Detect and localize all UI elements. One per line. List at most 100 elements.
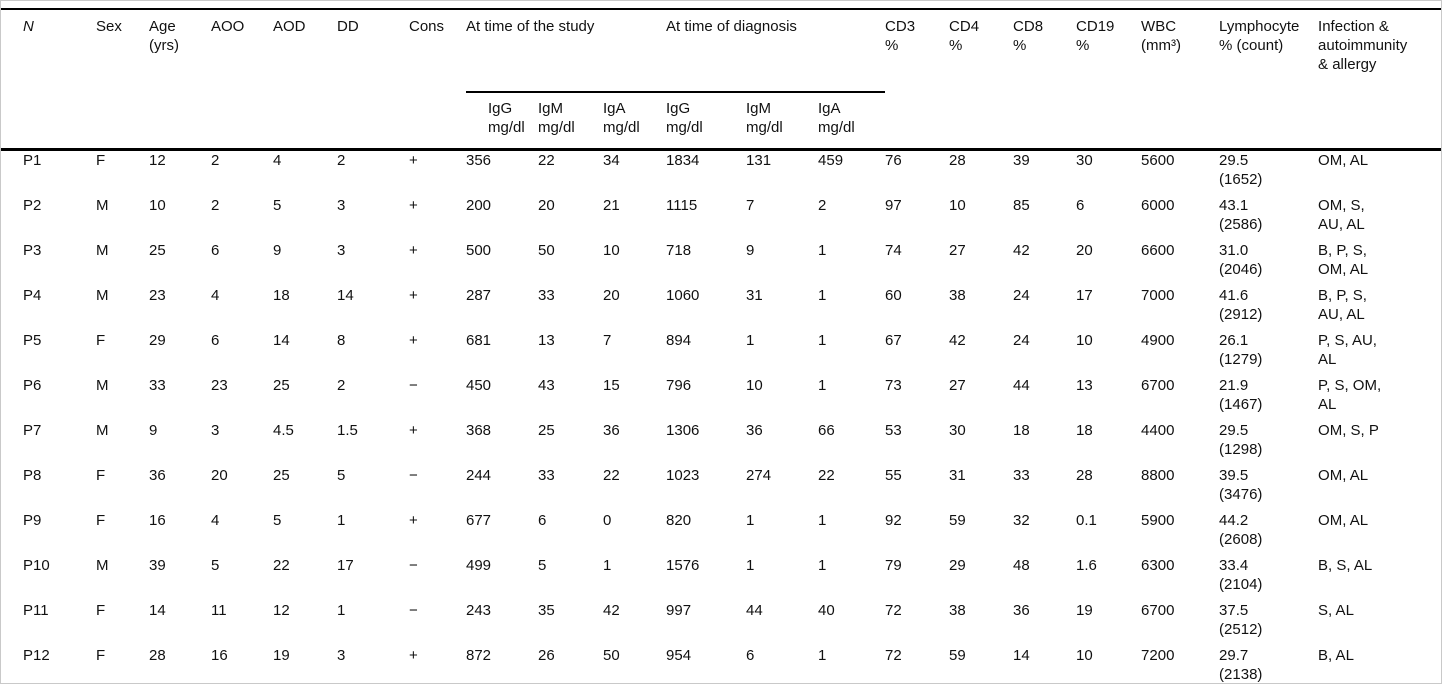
cell-cd3: 72: [885, 602, 902, 619]
cell-dd: 1.5: [337, 422, 358, 439]
cell-lymphocyte: 29.7 (2138): [1219, 647, 1263, 683]
cell-iga_diag: 2: [818, 197, 827, 214]
cell-cons: +: [409, 242, 418, 259]
cell-iga_study: 22: [603, 467, 620, 484]
cell-lymphocyte: 29.5 (1298): [1219, 422, 1263, 458]
cell-cons: +: [409, 197, 418, 214]
cell-igm_study: 33: [538, 467, 555, 484]
cell-lymphocyte: 39.5 (3476): [1219, 467, 1263, 503]
cell-sex: F: [96, 602, 106, 619]
cell-igm_study: 22: [538, 152, 555, 169]
cell-age: 39: [149, 557, 166, 574]
cell-lymphocyte: 29.5 (1652): [1219, 152, 1263, 188]
cell-wbc: 4400: [1141, 422, 1175, 439]
cell-igm_diag: 1: [746, 332, 755, 349]
header-wbc: WBC (mm³): [1141, 18, 1182, 54]
header-n: N: [23, 18, 34, 35]
cell-lymphocyte: 44.2 (2608): [1219, 512, 1263, 548]
cell-cd8: 42: [1013, 242, 1030, 259]
cell-cd4: 27: [949, 377, 966, 394]
cell-cd3: 92: [885, 512, 902, 529]
cell-lymphocyte: 31.0 (2046): [1219, 242, 1263, 278]
cell-cd19: 10: [1076, 332, 1093, 349]
cell-igg_diag: 718: [666, 242, 692, 259]
cell-cd19: 28: [1076, 467, 1093, 484]
cell-igg_diag: 1115: [666, 197, 698, 214]
cell-iga_diag: 459: [818, 152, 844, 169]
cell-igm_diag: 1: [746, 512, 755, 529]
patients-table: N Sex Age (yrs) AOO AOD DD Cons At time …: [1, 8, 1441, 683]
header-row-sub: IgG mg/dl IgM mg/dl IgA mg/dl IgG mg/dl …: [1, 92, 1441, 150]
cell-igg_study: 356: [466, 152, 492, 169]
cell-cons: +: [409, 422, 418, 439]
cell-igm_diag: 1: [746, 557, 755, 574]
table-row: P2 M 10 2 5 3 +200 20 21 1115 7 2 97 10 85 6 6000 43.1 (2…: [1, 196, 1441, 241]
cell-infection: OM, AL: [1318, 152, 1369, 169]
cell-n: P6: [23, 377, 42, 394]
cell-n: P7: [23, 422, 42, 439]
cell-igg_study: 872: [466, 647, 492, 664]
cell-aoo: 4: [211, 512, 220, 529]
cell-cd4: 59: [949, 647, 966, 664]
cell-cd19: 1.6: [1076, 557, 1097, 574]
cell-dd: 1: [337, 602, 346, 619]
cell-cons: +: [409, 152, 418, 169]
cell-n: P2: [23, 197, 42, 214]
cell-age: 36: [149, 467, 166, 484]
cell-iga_study: 1: [603, 557, 612, 574]
header-aod: AOD: [273, 18, 306, 35]
cell-infection: B, S, AL: [1318, 557, 1373, 574]
cell-aod: 4.5: [273, 422, 294, 439]
table-row: P7 M 9 3 4.5 1.5 +368 25 36 1306 36 66 53 30 18 18 4400 2…: [1, 421, 1441, 466]
cell-n: P5: [23, 332, 42, 349]
cell-wbc: 4900: [1141, 332, 1175, 349]
cell-igm_diag: 6: [746, 647, 755, 664]
header-dd: DD: [337, 18, 359, 35]
cell-aod: 25: [273, 377, 290, 394]
cell-cd19: 0.1: [1076, 512, 1097, 529]
cell-aod: 14: [273, 332, 290, 349]
cell-infection: B, P, S, AU, AL: [1318, 287, 1367, 323]
cell-aod: 4: [273, 152, 282, 169]
cell-aod: 9: [273, 242, 282, 259]
cell-dd: 3: [337, 242, 346, 259]
cell-iga_diag: 1: [818, 377, 827, 394]
cell-cd19: 20: [1076, 242, 1093, 259]
cell-igm_study: 6: [538, 512, 547, 529]
cell-iga_study: 21: [603, 197, 620, 214]
cell-wbc: 6600: [1141, 242, 1175, 259]
cell-aoo: 6: [211, 332, 220, 349]
header-infection: Infection & autoimmunity & allergy: [1318, 18, 1408, 73]
cell-cons: −: [409, 377, 418, 394]
cell-dd: 17: [337, 557, 354, 574]
cell-dd: 2: [337, 377, 346, 394]
cell-aod: 5: [273, 512, 282, 529]
cell-aoo: 16: [211, 647, 228, 664]
cell-age: 33: [149, 377, 166, 394]
cell-aod: 18: [273, 287, 290, 304]
cell-sex: M: [96, 557, 109, 574]
cell-aoo: 6: [211, 242, 220, 259]
cell-igg_diag: 1306: [666, 422, 700, 439]
table-row: P12 F 28 16 19 3 +872 26 50 954 6 1 72 59 14 10 7200 29.7…: [1, 646, 1441, 683]
cell-wbc: 7200: [1141, 647, 1175, 664]
cell-cd4: 31: [949, 467, 966, 484]
cell-wbc: 6700: [1141, 602, 1175, 619]
cell-cd4: 10: [949, 197, 966, 214]
cell-n: P10: [23, 557, 50, 574]
cell-aoo: 2: [211, 197, 220, 214]
cell-cd19: 10: [1076, 647, 1093, 664]
table-row: P11 F 14 11 12 1 − 243 35 42 997 44 40 72 38 36 19 6700 37…: [1, 601, 1441, 646]
cell-iga_diag: 1: [818, 242, 827, 259]
cell-igg_diag: 1060: [666, 287, 700, 304]
cell-cd19: 19: [1076, 602, 1093, 619]
header-aoo: AOO: [211, 18, 245, 35]
cell-igg_study: 244: [466, 467, 492, 484]
cell-sex: M: [96, 197, 109, 214]
cell-cons: +: [409, 287, 418, 304]
cell-n: P12: [23, 647, 50, 664]
cell-igg_study: 200: [466, 197, 492, 214]
cell-igg_study: 499: [466, 557, 492, 574]
cell-dd: 3: [337, 197, 346, 214]
cell-cd8: 14: [1013, 647, 1030, 664]
